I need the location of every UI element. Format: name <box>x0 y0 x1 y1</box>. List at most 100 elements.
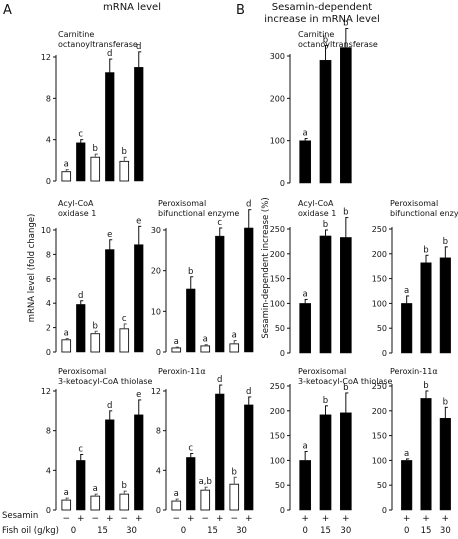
y-tick-label: 100 <box>372 299 387 308</box>
y-tick-label: 200 <box>372 250 387 259</box>
significance-letter: d <box>246 200 251 210</box>
significance-letter: d <box>107 401 112 411</box>
sesamin-sign: − <box>172 514 180 524</box>
y-tick-label: 10 <box>151 307 161 316</box>
bar <box>401 460 413 511</box>
bar <box>215 393 225 511</box>
y-tick-label: 200 <box>270 250 285 259</box>
significance-letter: c <box>78 444 83 454</box>
fish-oil-dose: 0 <box>404 526 409 536</box>
y-tick-label: 50 <box>275 324 285 333</box>
significance-letter: a <box>64 329 69 339</box>
bar <box>319 59 332 184</box>
y-tick-label: 150 <box>372 275 387 284</box>
significance-letter: b <box>423 245 428 255</box>
bar <box>134 244 144 353</box>
significance-letter: b <box>93 144 98 154</box>
bar <box>200 489 211 511</box>
significance-letter: a <box>203 335 208 345</box>
y-tick-label: 250 <box>270 382 285 391</box>
y-tick-label: 150 <box>270 432 285 441</box>
y-tick-label: 0 <box>280 179 285 188</box>
y-tick-label: 0 <box>382 506 387 515</box>
y-tick-label: 4 <box>156 466 161 475</box>
significance-letter: b <box>443 237 448 247</box>
significance-letter: a <box>404 286 409 296</box>
significance-letter: d <box>107 49 112 59</box>
significance-letter: a <box>174 337 179 347</box>
bar <box>61 499 72 511</box>
bar <box>420 398 432 511</box>
sesamin-sign: + <box>422 514 430 524</box>
y-tick-label: 0 <box>156 348 161 357</box>
sesamin-sign: + <box>322 514 330 524</box>
y-tick-label: 12 <box>41 387 51 396</box>
y-tick-label: 50 <box>377 481 387 490</box>
chart-title: Peroxin-11α <box>390 367 438 376</box>
y-tick-label: 250 <box>372 382 387 391</box>
panels: Carnitine octanoyltransferase 0 4 8 12 a c b d b d A… <box>41 18 458 515</box>
bar <box>76 460 86 511</box>
fish-oil-dose: 30 <box>440 526 451 536</box>
y-tick-label: 0 <box>280 506 285 515</box>
chart-b-aco: Acyl-CoA oxidase 1 0 50 100 150 200 250 a b b <box>270 199 352 358</box>
significance-letter: c <box>188 443 193 453</box>
significance-letter: b <box>323 35 328 45</box>
bar <box>105 419 115 511</box>
bar <box>420 262 432 354</box>
fish-oil-dose: 0 <box>302 526 307 536</box>
chart-title: Acyl-CoA oxidase 1 <box>298 199 336 218</box>
significance-letter: b <box>93 321 98 331</box>
bar <box>244 227 254 353</box>
chart-b-cot: Carnitine octanoyltransferase 0 100 200 300 a b… <box>270 18 378 188</box>
y-axis-label-a: mRNA level (fold change) <box>27 214 37 323</box>
y-tick-label: 4 <box>46 136 51 145</box>
sesamin-sign: + <box>187 514 195 524</box>
sesamin-sign: + <box>442 514 450 524</box>
bar <box>401 303 413 354</box>
panel-label-b: B <box>236 3 245 18</box>
bar <box>339 237 352 354</box>
significance-letter: d <box>217 375 222 385</box>
bar <box>134 67 144 182</box>
y-tick-label: 300 <box>270 52 285 61</box>
significance-letter: a,b <box>199 477 212 487</box>
bar <box>61 171 72 182</box>
chart-a-thio: Peroxisomal 3-ketoacyl-CoA thiolase 0 4 8 12 a… <box>41 367 153 515</box>
significance-letter: a <box>404 449 409 459</box>
bar <box>319 235 332 354</box>
x-axis-rows: − + − + − +0 15 30− + − + − +0 15 30+0+15+30+0+15+30 <box>62 514 450 536</box>
significance-letter: b <box>323 220 328 230</box>
significance-letter: c <box>217 218 222 228</box>
bar <box>229 343 240 353</box>
y-tick-label: 8 <box>156 427 161 436</box>
y-tick-label: 0 <box>46 177 51 186</box>
y-tick-label: 250 <box>270 225 285 234</box>
significance-letter: b <box>443 397 448 407</box>
sesamin-sign: + <box>245 514 253 524</box>
significance-letter: a <box>303 441 308 451</box>
chart-a-pbe: Peroxisomal bifunctional enzyme 0 10 20 30 a b a… <box>151 199 254 357</box>
sesamin-sign: − <box>120 514 128 524</box>
y-tick-label: 0 <box>382 349 387 358</box>
y-tick-label: 10 <box>41 226 51 235</box>
y-tick-label: 150 <box>270 275 285 284</box>
sesamin-sign: + <box>135 514 143 524</box>
y-tick-label: 50 <box>275 481 285 490</box>
significance-letter: a <box>303 129 308 139</box>
bar <box>119 160 130 182</box>
y-tick-label: 100 <box>270 137 285 146</box>
bar <box>319 414 332 511</box>
y-tick-label: 8 <box>46 250 51 259</box>
sesamin-sign: + <box>77 514 85 524</box>
significance-letter: b <box>188 267 193 277</box>
column-title-a: mRNA level <box>103 2 161 13</box>
bar <box>244 404 254 511</box>
fish-oil-dose: 15 <box>421 526 432 536</box>
y-tick-label: 100 <box>270 456 285 465</box>
fish-oil-dose: 0 <box>181 526 186 536</box>
bar <box>171 347 182 353</box>
chart-title: Carnitine octanoyltransferase <box>298 30 378 49</box>
